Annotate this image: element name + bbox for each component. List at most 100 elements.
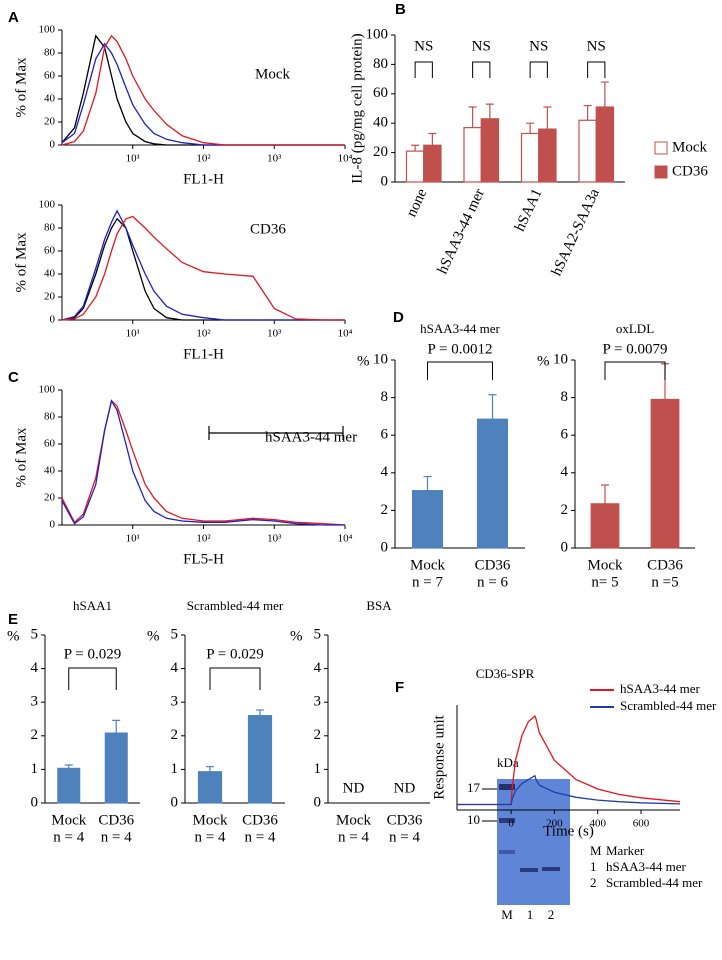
- x-axis-label: FL5-H: [183, 551, 224, 567]
- bar: [405, 150, 425, 183]
- y-tick-label: 100: [39, 24, 56, 36]
- y-tick-label: 0: [50, 519, 56, 531]
- y-tick-label: 100: [39, 199, 56, 211]
- x-tick-label: Mock: [336, 812, 371, 828]
- plot-label: hSAA3-44 mer: [265, 429, 357, 445]
- x-tick-label: CD36: [475, 557, 511, 573]
- chart-title: Scrambled-44 mer: [187, 598, 284, 613]
- series-line: [457, 715, 681, 806]
- annotation: P = 0.0079: [603, 341, 668, 357]
- legend-label: hSAA3-44 mer: [620, 681, 700, 696]
- y-tick-label: 4: [381, 464, 389, 480]
- series-line: [61, 42, 345, 146]
- y-axis-label: IL-8 (pg/mg cell protein): [349, 33, 365, 183]
- error-bar: [206, 766, 214, 772]
- y-tick-label: 0: [381, 539, 389, 555]
- series-line: [61, 215, 345, 321]
- y-tick-label: 4: [171, 660, 179, 676]
- x-tick-label: Mock: [588, 557, 623, 573]
- y-tick-label: 4: [561, 464, 569, 480]
- annotation: P = 0.0012: [428, 341, 493, 357]
- panel-letter: C: [8, 369, 19, 386]
- y-tick-label: 80: [44, 47, 56, 59]
- x-axis-label: FL1-H: [183, 346, 224, 362]
- y-tick-label: 60: [44, 70, 56, 82]
- chart-title: BSA: [366, 598, 392, 613]
- x-tick-label: none: [404, 186, 431, 219]
- y-tick-label: 0: [381, 173, 389, 189]
- y-tick-label: 80: [44, 411, 56, 423]
- bracket: [68, 667, 117, 690]
- y-tick-label: 2: [381, 502, 389, 518]
- y-tick-label: 3: [314, 694, 322, 710]
- y-axis-label: %: [147, 628, 160, 644]
- x-tick-sublabel: n = 4: [338, 829, 369, 845]
- x-tick-label: 10²: [196, 533, 211, 545]
- series-line: [61, 217, 345, 321]
- bracket: [209, 667, 261, 690]
- error-bar: [423, 475, 432, 491]
- y-tick-label: 8: [561, 389, 569, 405]
- annotation: P = 0.029: [206, 646, 264, 662]
- gel-marker: 17: [467, 780, 481, 795]
- error-bar: [468, 106, 477, 128]
- gel-band: [520, 868, 538, 872]
- gel-legend-key: M: [590, 843, 602, 858]
- error-bar: [411, 144, 420, 152]
- bar: [197, 771, 223, 804]
- value-label: ND: [394, 780, 416, 796]
- x-tick-label: hSAA2-SAA3a: [549, 186, 603, 278]
- x-tick-sublabel: n =5: [651, 574, 678, 590]
- y-tick-label: 6: [561, 427, 569, 443]
- y-tick-label: 60: [44, 245, 56, 257]
- bar: [411, 490, 444, 549]
- y-tick-label: 0: [50, 314, 56, 326]
- x-tick-label: 200: [546, 818, 563, 830]
- x-tick-label: 0: [508, 818, 514, 830]
- gel-marker: 10: [467, 812, 480, 827]
- x-tick-label: 10³: [267, 533, 282, 545]
- y-tick-label: 10: [553, 351, 568, 367]
- x-tick-label: 10⁴: [338, 328, 353, 340]
- panel-letter: F: [395, 679, 404, 696]
- y-tick-label: 80: [44, 222, 56, 234]
- gel-legend-text: Marker: [606, 843, 645, 858]
- y-tick-label: 20: [373, 144, 388, 160]
- y-tick-label: 4: [31, 660, 39, 676]
- chart-title: CD36-SPR: [476, 666, 535, 681]
- x-tick-label: CD36: [242, 812, 278, 828]
- y-tick-label: 2: [314, 727, 322, 743]
- series-line: [61, 34, 345, 146]
- annotation: P = 0.029: [64, 646, 122, 662]
- bar: [57, 767, 81, 804]
- legend-label: Mock: [672, 139, 707, 155]
- gel-legend-text: Scrambled-44 mer: [606, 875, 703, 890]
- gel-band: [542, 867, 560, 871]
- y-tick-label: 0: [561, 539, 569, 555]
- legend-label: CD36: [672, 163, 708, 179]
- y-tick-label: 2: [171, 727, 179, 743]
- y-tick-label: 1: [171, 761, 179, 777]
- series-line: [61, 209, 345, 321]
- error-bar: [601, 484, 609, 504]
- annotation: NS: [587, 38, 606, 54]
- annotation: NS: [472, 38, 491, 54]
- y-axis-label: % of Max: [13, 232, 29, 292]
- y-tick-label: 4: [314, 660, 322, 676]
- gel-legend-key: 2: [590, 875, 597, 890]
- gel: kDa 17 10 M 1 2 M Marker 1 hSAA3-44 mer …: [467, 755, 703, 922]
- bar: [463, 127, 482, 183]
- y-tick-label: 3: [31, 694, 39, 710]
- chart-title: hSAA3-44 mer: [420, 321, 500, 336]
- x-tick-label: 10⁴: [338, 153, 353, 165]
- gel-image: [497, 779, 570, 905]
- error-bar: [112, 719, 121, 734]
- bar: [423, 144, 442, 183]
- x-tick-sublabel: n = 4: [195, 829, 226, 845]
- series-line: [61, 34, 345, 146]
- panel-letter: A: [8, 9, 19, 26]
- x-tick-label: 10²: [196, 153, 211, 165]
- chart-title: hSAA1: [73, 598, 112, 613]
- bar: [480, 118, 500, 183]
